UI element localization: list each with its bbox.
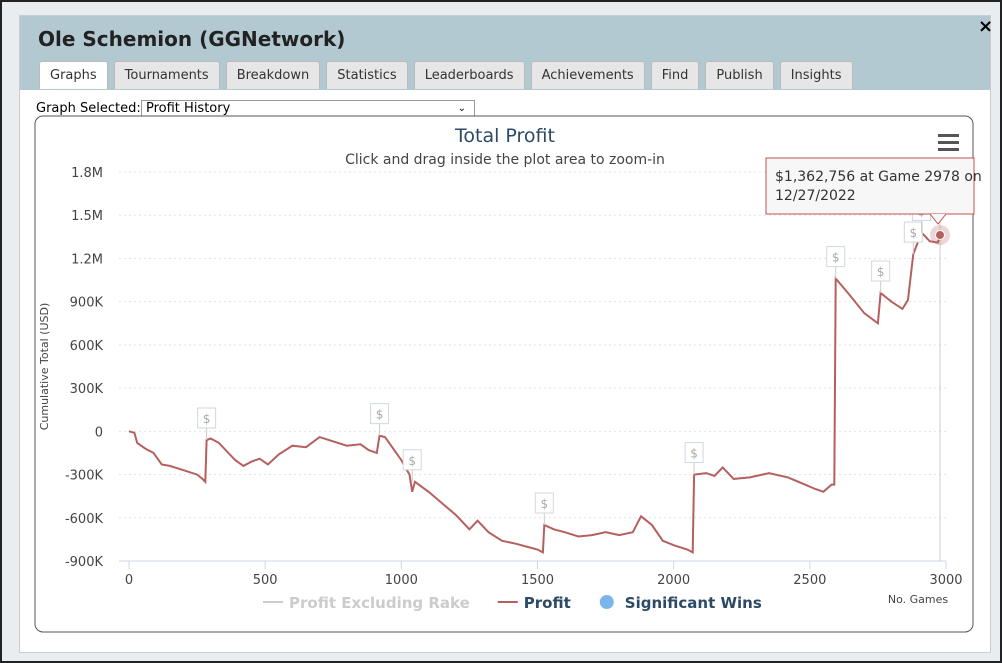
tabs: Graphs Tournaments Breakdown Statistics Lead… xyxy=(39,61,853,89)
legend-label: Profit Excluding Rake xyxy=(289,594,470,612)
flag-box xyxy=(826,246,846,268)
win-flag: $ xyxy=(684,442,704,475)
flag-box xyxy=(903,221,923,243)
flag-label: $ xyxy=(832,251,840,265)
win-flag: $ xyxy=(370,403,390,436)
tooltip-text: $1,362,756 at Game 2978 on xyxy=(775,169,982,185)
tooltip-box xyxy=(765,157,975,215)
y-tick-label: -600K xyxy=(65,512,104,527)
flag-label: $ xyxy=(909,226,917,240)
tab[interactable]: Find xyxy=(650,61,700,89)
chart-title: Total Profit xyxy=(454,125,555,147)
x-tick-label: 2500 xyxy=(793,573,826,588)
x-tick-label: 500 xyxy=(253,573,278,588)
flag-label: $ xyxy=(540,497,548,511)
header: Ole Schemion (GGNetwork) × Graphs Tournam… xyxy=(20,16,994,90)
flag-box xyxy=(684,442,704,464)
legend-label: Profit xyxy=(524,594,571,612)
profit-line xyxy=(128,230,941,555)
flag-label: $ xyxy=(408,454,416,468)
tab[interactable]: Leaderboards xyxy=(413,61,525,89)
y-tick-label: 1.8M xyxy=(71,166,103,181)
win-flag: $ xyxy=(402,449,422,482)
y-tick-label: 1.2M xyxy=(71,252,103,267)
flag-box xyxy=(534,492,554,514)
y-tick-label: 900K xyxy=(70,296,104,311)
x-tick-label: 1500 xyxy=(521,573,554,588)
flag-label: $ xyxy=(376,408,384,422)
flag-label: $ xyxy=(877,265,885,279)
tab[interactable]: Breakdown xyxy=(225,61,321,89)
tab[interactable]: Publish xyxy=(705,61,774,89)
y-tick-label: 600K xyxy=(70,339,104,354)
tab[interactable]: Achievements xyxy=(530,61,645,89)
hover-point xyxy=(935,229,946,240)
tab[interactable]: Graphs xyxy=(39,61,108,89)
x-tick-label: 1000 xyxy=(385,573,418,588)
tab[interactable]: Tournaments xyxy=(113,61,220,89)
chart-subtitle: Click and drag inside the plot area to z… xyxy=(345,152,665,168)
y-axis-label: Cumulative Total (USD) xyxy=(38,303,51,431)
x-tick-label: 0 xyxy=(125,573,133,588)
flag-label: $ xyxy=(690,447,698,461)
tab[interactable]: Insights xyxy=(779,61,853,89)
close-button[interactable]: × xyxy=(978,16,994,37)
menu-icon[interactable] xyxy=(938,134,959,151)
flag-box xyxy=(197,407,217,429)
win-flag: $ xyxy=(903,221,923,255)
flag-box xyxy=(871,260,891,282)
x-axis-label: No. Games xyxy=(888,593,949,606)
window-title: Ole Schemion (GGNetwork) xyxy=(38,27,346,51)
legend-symbol xyxy=(599,595,614,609)
selector-value: Profit History xyxy=(146,101,231,116)
chart-box xyxy=(34,115,974,633)
win-flag: $ xyxy=(197,407,217,440)
y-tick-label: -900K xyxy=(65,555,104,570)
y-tick-label: 0 xyxy=(95,425,103,440)
flag-box xyxy=(402,449,422,471)
flag-label: $ xyxy=(203,412,211,426)
x-tick-label: 2000 xyxy=(657,573,690,588)
tab[interactable]: Statistics xyxy=(326,61,408,89)
win-flag: $ xyxy=(826,246,846,279)
x-tick-label: 3000 xyxy=(929,573,962,588)
tooltip-text: 12/27/2022 xyxy=(775,188,856,204)
dropdown-arrow: ⌄ xyxy=(457,103,466,114)
tooltip-pointer xyxy=(929,213,947,225)
y-tick-label: -300K xyxy=(65,469,104,484)
y-tick-label: 300K xyxy=(70,382,104,397)
win-flag: $ xyxy=(534,492,554,525)
selector-label: Graph Selected: xyxy=(36,101,141,116)
y-tick-label: 1.5M xyxy=(71,209,103,224)
legend-label: Significant Wins xyxy=(625,594,762,612)
flag-box xyxy=(370,403,390,425)
win-flag: $ xyxy=(871,260,891,294)
